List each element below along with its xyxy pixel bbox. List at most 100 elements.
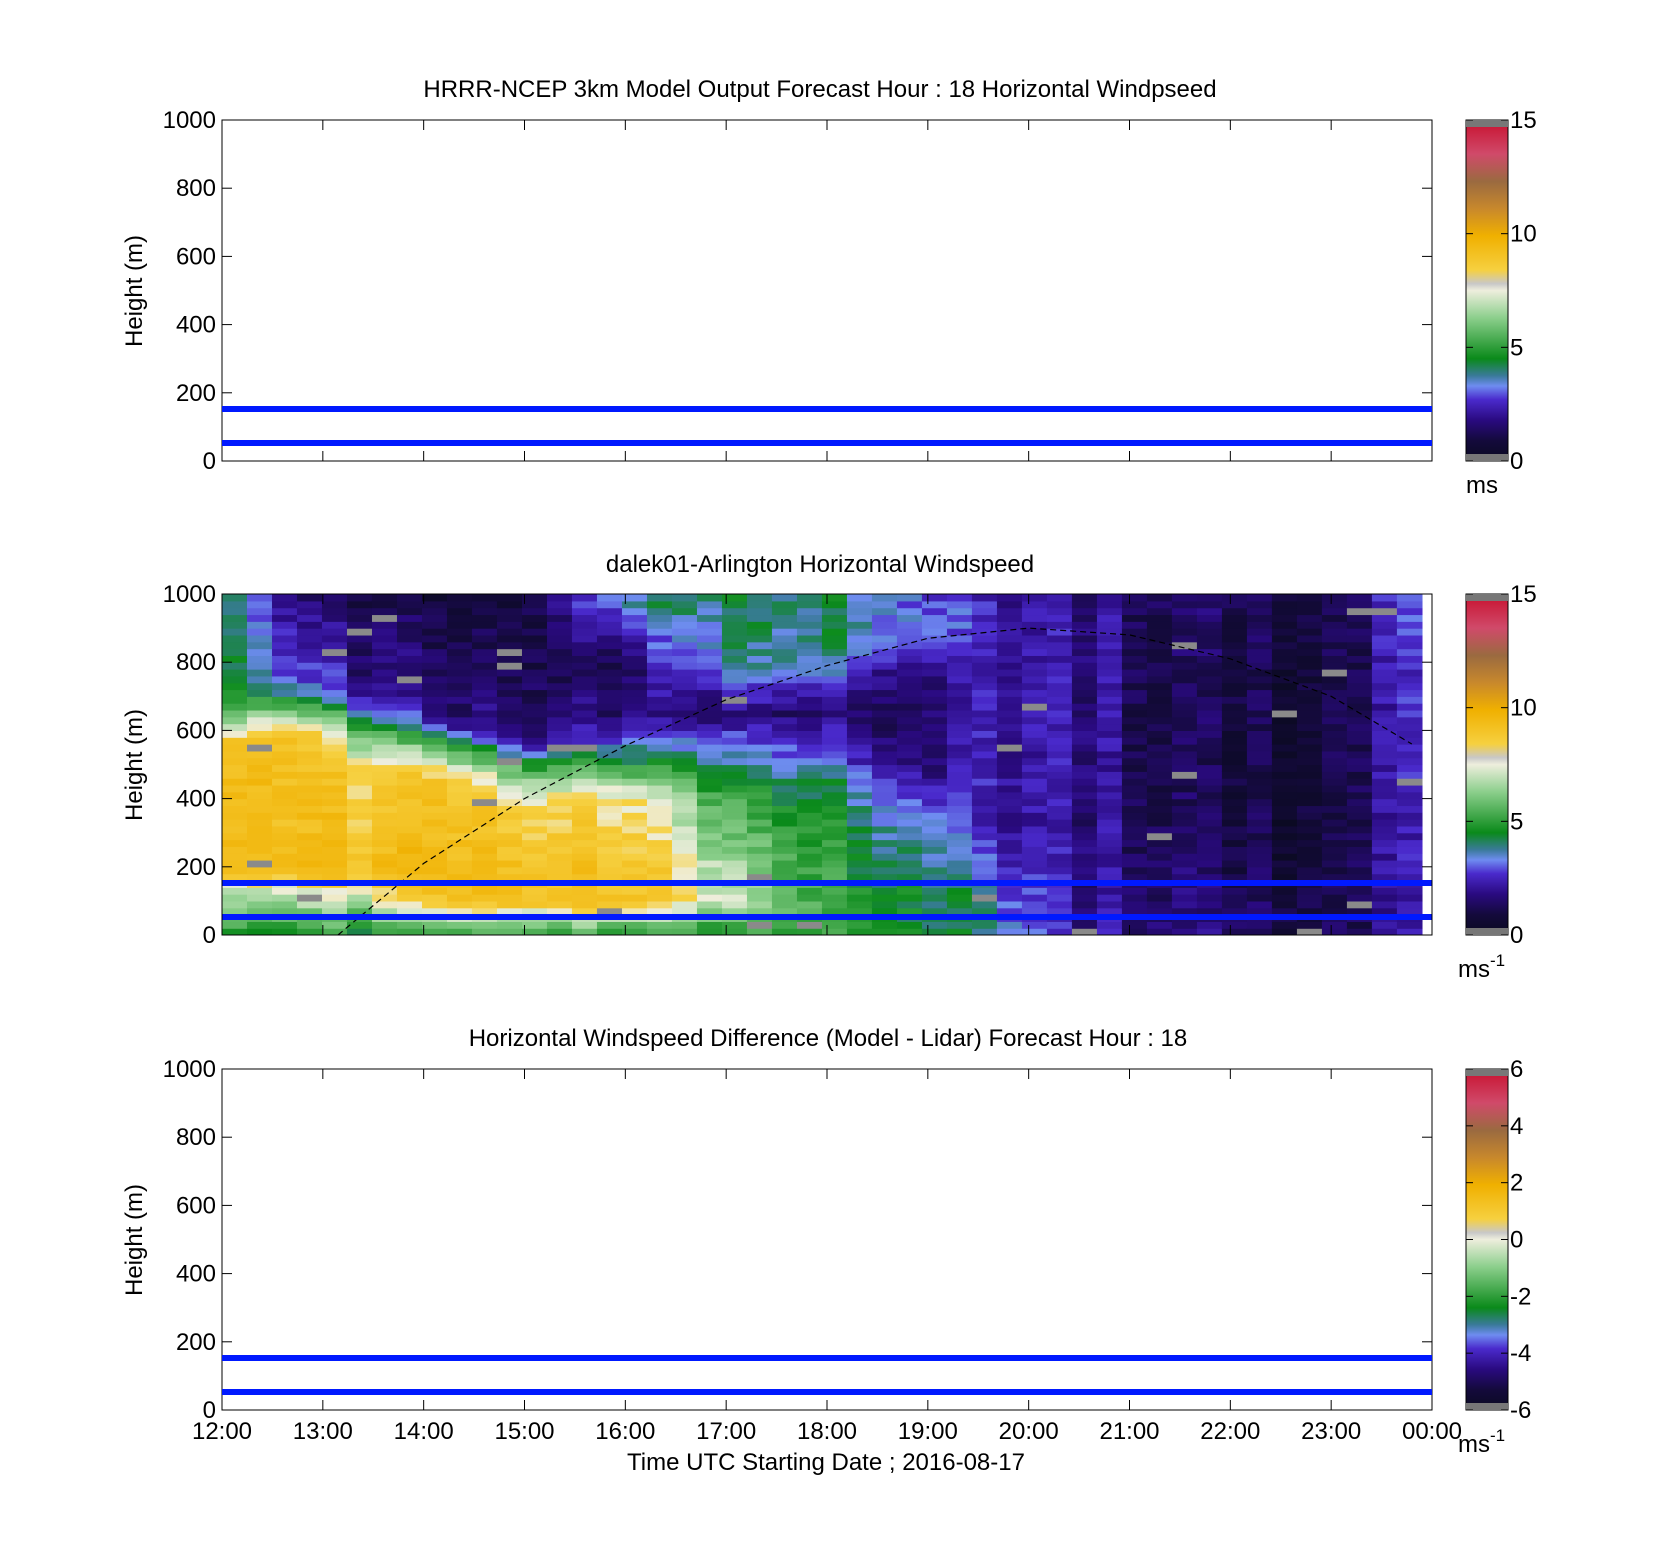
panel-model-ytick-label: 1000 [163,107,216,134]
heatmap-cell [346,771,373,779]
heatmap-cell [1346,798,1373,807]
heatmap-cell [721,907,748,916]
heatmap-cell [1346,757,1373,766]
heatmap-cell [971,634,998,643]
heatmap-cell [1321,846,1348,854]
heatmap-cell [671,866,698,875]
heatmap-cell [247,703,273,711]
heatmap-cell [471,846,498,854]
heatmap-cell [371,798,398,807]
heatmap-cell [222,887,248,895]
heatmap-cell [746,798,773,807]
heatmap-cell [646,805,673,813]
heatmap-cell [846,709,873,718]
heatmap-cell [871,689,898,697]
heatmap-cell [621,887,648,895]
heatmap-cell [272,791,298,800]
heatmap-cell [1121,859,1148,868]
heatmap-cell [721,696,748,704]
heatmap-cell [496,669,523,677]
heatmap-cell [1071,621,1098,629]
heatmap-cell [871,928,898,935]
heatmap-cell [921,723,948,731]
heatmap-cell [1046,744,1073,752]
heatmap-cell [1321,900,1348,909]
heatmap-cell [596,689,623,697]
heatmap-cell [272,607,298,616]
heatmap-cell [796,819,823,827]
heatmap-cell [696,696,723,704]
heatmap-cell [546,662,573,670]
heatmap-cell [971,607,998,616]
heatmap-cell [1121,791,1148,800]
heatmap-cell [721,853,748,861]
heatmap-cell [496,778,523,786]
heatmap-cell [996,634,1023,643]
heatmap-cell [346,798,373,807]
heatmap-cell [346,607,373,616]
heatmap-cell [896,621,923,629]
heatmap-cell [871,812,898,820]
heatmap-cell [721,648,748,656]
heatmap-cell [1146,859,1173,868]
heatmap-cell [272,689,298,697]
heatmap-cell [521,778,548,786]
heatmap-cell [1096,696,1123,704]
heatmap-cell [521,832,548,841]
heatmap-cell [646,648,673,656]
heatmap-cell [921,737,948,745]
heatmap-cell [1321,621,1348,629]
heatmap-cell [296,641,323,650]
heatmap-cell [771,621,798,629]
heatmap-cell [1046,791,1073,800]
heatmap-cell [446,675,473,684]
heatmap-cell [896,887,923,895]
heatmap-cell [321,764,348,772]
heatmap-cell [296,894,323,902]
heatmap-cell [1021,900,1048,909]
heatmap-cell [296,819,323,827]
heatmap-cell [946,682,973,691]
heatmap-cell [1196,791,1223,800]
heatmap-cell [846,866,873,875]
heatmap-cell [496,791,523,800]
heatmap-cell [771,764,798,772]
heatmap-cell [1346,832,1373,841]
heatmap-cell [621,641,648,650]
heatmap-cell [321,723,348,731]
heatmap-cell [746,928,773,935]
heatmap-cell [1071,600,1098,609]
heatmap-cell [346,791,373,800]
heatmap-cell [296,634,323,643]
heatmap-cell [471,730,498,738]
heatmap-cell [496,819,523,827]
heatmap-cell [796,798,823,807]
heatmap-cell [546,628,573,636]
heatmap-cell [821,921,848,929]
heatmap-cell [646,873,673,882]
heatmap-cell [1171,866,1198,875]
heatmap-cell [771,614,798,622]
heatmap-cell [546,873,573,882]
heatmap-cell [1021,853,1048,861]
heatmap-cell [421,921,448,929]
heatmap-cell [671,832,698,841]
heatmap-cell [571,846,598,854]
heatmap-cell [1171,819,1198,827]
heatmap-cell [596,634,623,643]
heatmap-cell [796,709,823,718]
heatmap-cell [1221,866,1248,875]
heatmap-cell [721,716,748,725]
heatmap-cell [471,669,498,677]
heatmap-cell [1321,778,1348,786]
heatmap-cell [621,628,648,636]
panel-diff-ylabel: Height (m) [121,1184,148,1296]
heatmap-cell [496,805,523,813]
heatmap-cell [1271,805,1298,813]
heatmap-cell [596,859,623,868]
heatmap-cell [1196,798,1223,807]
heatmap-cell [846,859,873,868]
heatmap-cell [396,737,423,745]
heatmap-cell [1071,859,1098,868]
heatmap-cell [771,866,798,875]
